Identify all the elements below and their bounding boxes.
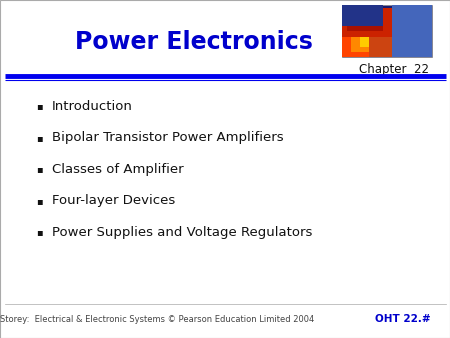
- Text: Power Electronics: Power Electronics: [75, 30, 312, 54]
- Text: Storey:  Electrical & Electronic Systems © Pearson Education Limited 2004: Storey: Electrical & Electronic Systems …: [0, 315, 315, 324]
- Bar: [351, 23, 382, 52]
- Text: Four-layer Devices: Four-layer Devices: [52, 194, 175, 207]
- Bar: [369, 37, 392, 57]
- Text: ▪: ▪: [36, 196, 42, 206]
- Bar: [342, 8, 392, 37]
- Text: ▪: ▪: [36, 164, 42, 174]
- Text: Power Supplies and Voltage Regulators: Power Supplies and Voltage Regulators: [52, 226, 312, 239]
- Text: OHT 22.#: OHT 22.#: [375, 314, 431, 324]
- Bar: [392, 5, 432, 57]
- Bar: [342, 5, 382, 26]
- Bar: [342, 26, 387, 57]
- Bar: [342, 5, 432, 57]
- Text: Introduction: Introduction: [52, 100, 133, 113]
- Text: ▪: ▪: [36, 101, 42, 112]
- Text: Bipolar Transistor Power Amplifiers: Bipolar Transistor Power Amplifiers: [52, 131, 284, 144]
- Text: ▪: ▪: [36, 133, 42, 143]
- Text: Classes of Amplifier: Classes of Amplifier: [52, 163, 184, 176]
- Text: Chapter  22: Chapter 22: [359, 63, 429, 76]
- Text: ▪: ▪: [36, 227, 42, 237]
- Bar: [360, 29, 378, 47]
- Bar: [346, 8, 382, 31]
